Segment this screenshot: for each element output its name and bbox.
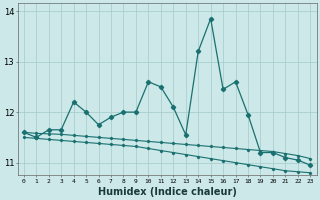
X-axis label: Humidex (Indice chaleur): Humidex (Indice chaleur) <box>98 187 236 197</box>
